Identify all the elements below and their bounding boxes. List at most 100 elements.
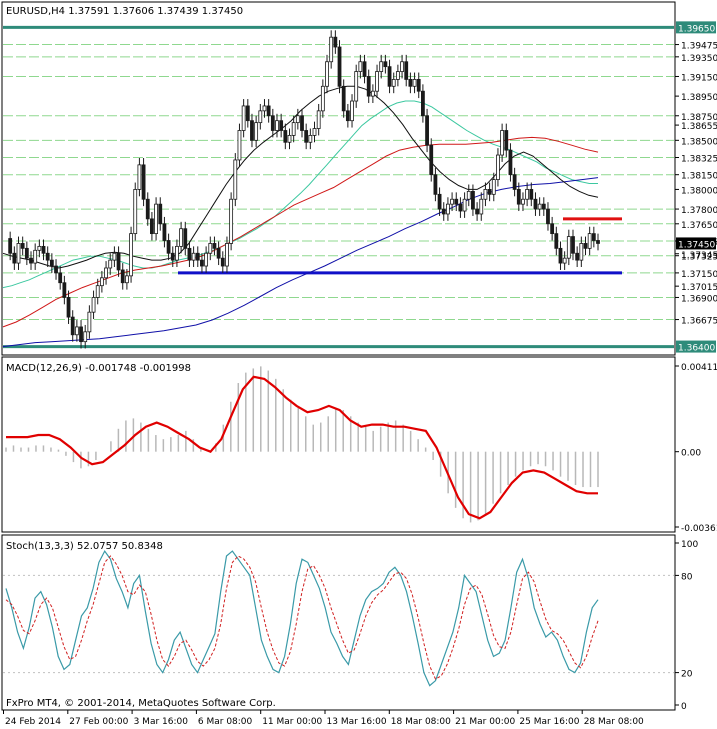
candle-body [354, 71, 359, 102]
candle-body [421, 90, 425, 117]
candle-body [475, 208, 479, 215]
candle-body [496, 154, 500, 180]
price-tag-bg-20 [676, 340, 716, 353]
candle-body [591, 233, 596, 241]
candle-body [391, 79, 396, 87]
candle-body [212, 243, 217, 249]
candle-body [383, 61, 388, 68]
stoch-title: Stoch(13,3,3) 52.0757 50.8348 [6, 541, 163, 552]
candle-body [187, 247, 192, 261]
price-tick-label: 1.37325 [681, 253, 717, 263]
time-tick-label: 11 Mar 00:00 [262, 717, 322, 727]
candle-body [366, 76, 371, 97]
candle-body [350, 100, 354, 122]
candle-body [216, 247, 221, 259]
candle-body [150, 218, 154, 235]
candle-body [408, 79, 413, 87]
candle-body [74, 326, 79, 336]
candle-body [558, 247, 563, 264]
price-tick-label: 1.39650 [678, 24, 715, 34]
price-tick-label: 1.38950 [681, 93, 717, 103]
candle-body [154, 203, 158, 235]
candle-body [400, 61, 404, 72]
price-tick-label: 1.36675 [681, 317, 717, 327]
price-tick-label: 1.37015 [681, 283, 717, 293]
candle-body [583, 243, 588, 249]
candle-body [141, 164, 146, 200]
current-price-tag-bg [676, 237, 716, 250]
candle-body [270, 115, 275, 131]
time-axis: 24 Feb 2014 27 Feb 00:00 3 Mar 16:00 6 Mar … [3, 710, 644, 727]
candle-body [258, 110, 263, 124]
macd-signal [6, 375, 598, 520]
candle-body [250, 120, 254, 141]
candle-body [320, 85, 325, 112]
time-tick-label: 13 Mar 16:00 [327, 717, 387, 727]
candle-body [45, 252, 50, 261]
candle-body [83, 331, 88, 343]
candle-body [341, 85, 346, 112]
ma-green-line [2, 100, 598, 289]
price-tick-label: 1.38150 [681, 172, 717, 182]
candle-body [245, 105, 250, 122]
candle-body [433, 174, 438, 195]
price-horizontal-lines [3, 25, 674, 349]
price-tick-label: 1.38655 [681, 122, 717, 132]
candle-body [508, 149, 513, 176]
candle-body [466, 190, 471, 200]
candle-body [195, 252, 200, 261]
candle-body [579, 243, 584, 261]
candle-body [329, 36, 334, 63]
price-tick-label: 1.38750 [681, 113, 717, 123]
candle-body [450, 198, 454, 205]
time-tick-label: 28 Mar 08:00 [584, 717, 644, 727]
candle-body [170, 252, 175, 261]
ma-blue-line [2, 177, 599, 348]
time-tick-label: 25 Mar 16:00 [519, 717, 579, 727]
candle-body [375, 71, 379, 92]
candle-body [358, 61, 363, 72]
candle-body [237, 130, 242, 161]
candle-body [225, 243, 229, 267]
candle-body [41, 245, 46, 254]
candle-body [179, 228, 183, 247]
candle-body [487, 189, 492, 195]
candle-body [533, 198, 538, 210]
candle-body [370, 90, 375, 97]
candle-body [529, 189, 534, 200]
candle-body [404, 61, 409, 80]
candle-body [220, 257, 225, 267]
price-tick-label: 1.36400 [678, 344, 715, 354]
candle-body [112, 252, 117, 261]
candle-body [283, 130, 288, 143]
stoch-tick-label: 100 [681, 540, 698, 550]
candle-body [316, 110, 321, 129]
price-tick-label: 1.37150 [681, 270, 717, 280]
candle-body [104, 267, 108, 279]
macd-title: MACD(12,26,9) -0.001748 -0.001998 [6, 363, 191, 374]
candle-body [337, 46, 342, 87]
candle-body [145, 198, 150, 220]
candle-body [79, 326, 83, 343]
candle-body [66, 297, 71, 318]
candle-body [49, 259, 54, 267]
candle-body [12, 252, 17, 264]
candle-body [166, 240, 171, 254]
macd-tick-label: 0.00 [681, 449, 701, 459]
candle-body [24, 247, 29, 259]
candle-body [16, 243, 21, 264]
candle-body [116, 252, 121, 271]
stoch-panel-frame [1, 534, 676, 711]
candle-body [254, 122, 259, 141]
candle-body [91, 297, 96, 313]
candle-body [70, 316, 75, 336]
candle-body [500, 130, 505, 156]
candle-body [204, 252, 209, 267]
candle-body [454, 198, 459, 205]
candle-body [87, 311, 92, 333]
candle-body [262, 105, 267, 112]
candle-body [562, 257, 567, 264]
candle-body [441, 208, 446, 215]
candle-body [504, 130, 509, 151]
